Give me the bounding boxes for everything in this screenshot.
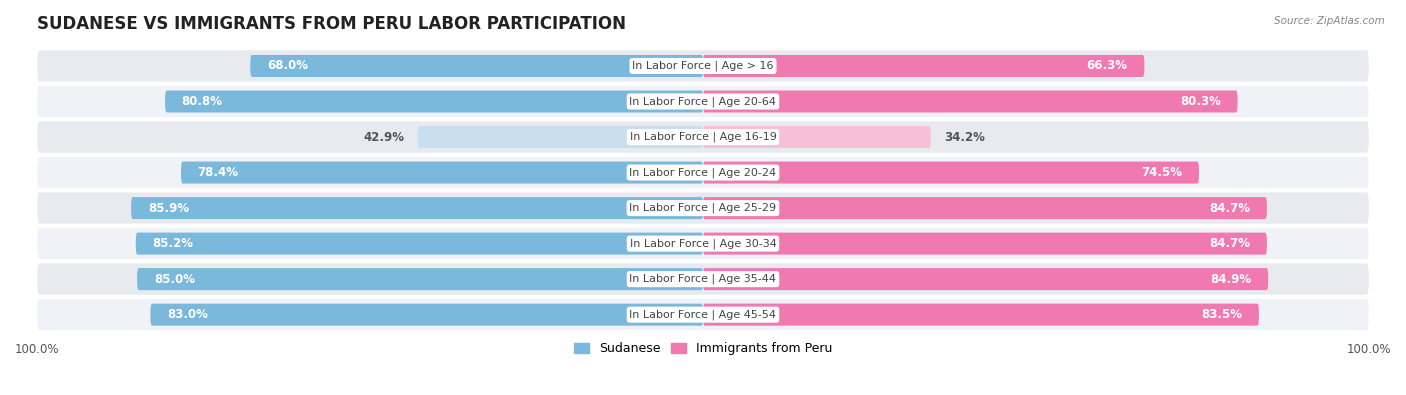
Text: In Labor Force | Age 20-24: In Labor Force | Age 20-24	[630, 167, 776, 178]
FancyBboxPatch shape	[136, 233, 703, 255]
Text: 85.9%: 85.9%	[148, 201, 188, 214]
FancyBboxPatch shape	[37, 192, 1369, 224]
Text: 85.0%: 85.0%	[153, 273, 195, 286]
Text: 42.9%: 42.9%	[363, 130, 404, 143]
Text: 68.0%: 68.0%	[267, 60, 308, 72]
FancyBboxPatch shape	[37, 263, 1369, 295]
FancyBboxPatch shape	[703, 90, 1237, 113]
Text: 80.8%: 80.8%	[181, 95, 222, 108]
FancyBboxPatch shape	[181, 162, 703, 184]
Text: In Labor Force | Age 25-29: In Labor Force | Age 25-29	[630, 203, 776, 213]
Text: 80.3%: 80.3%	[1180, 95, 1220, 108]
Text: 84.9%: 84.9%	[1211, 273, 1251, 286]
FancyBboxPatch shape	[37, 50, 1369, 82]
FancyBboxPatch shape	[37, 86, 1369, 117]
Text: In Labor Force | Age 35-44: In Labor Force | Age 35-44	[630, 274, 776, 284]
Text: 66.3%: 66.3%	[1087, 60, 1128, 72]
FancyBboxPatch shape	[703, 268, 1268, 290]
FancyBboxPatch shape	[418, 126, 703, 148]
FancyBboxPatch shape	[131, 197, 703, 219]
FancyBboxPatch shape	[165, 90, 703, 113]
Text: In Labor Force | Age > 16: In Labor Force | Age > 16	[633, 61, 773, 71]
Text: 74.5%: 74.5%	[1142, 166, 1182, 179]
Text: Source: ZipAtlas.com: Source: ZipAtlas.com	[1274, 16, 1385, 26]
FancyBboxPatch shape	[703, 304, 1258, 325]
FancyBboxPatch shape	[703, 233, 1267, 255]
Text: In Labor Force | Age 45-54: In Labor Force | Age 45-54	[630, 309, 776, 320]
Text: In Labor Force | Age 20-64: In Labor Force | Age 20-64	[630, 96, 776, 107]
Text: 34.2%: 34.2%	[943, 130, 984, 143]
FancyBboxPatch shape	[703, 126, 931, 148]
FancyBboxPatch shape	[37, 299, 1369, 330]
Text: 83.0%: 83.0%	[167, 308, 208, 321]
FancyBboxPatch shape	[37, 121, 1369, 152]
FancyBboxPatch shape	[138, 268, 703, 290]
Text: In Labor Force | Age 30-34: In Labor Force | Age 30-34	[630, 238, 776, 249]
FancyBboxPatch shape	[37, 157, 1369, 188]
Legend: Sudanese, Immigrants from Peru: Sudanese, Immigrants from Peru	[574, 342, 832, 355]
FancyBboxPatch shape	[703, 55, 1144, 77]
Text: 85.2%: 85.2%	[152, 237, 194, 250]
FancyBboxPatch shape	[37, 228, 1369, 259]
FancyBboxPatch shape	[150, 304, 703, 325]
Text: SUDANESE VS IMMIGRANTS FROM PERU LABOR PARTICIPATION: SUDANESE VS IMMIGRANTS FROM PERU LABOR P…	[37, 15, 626, 33]
FancyBboxPatch shape	[703, 197, 1267, 219]
Text: 83.5%: 83.5%	[1201, 308, 1243, 321]
Text: In Labor Force | Age 16-19: In Labor Force | Age 16-19	[630, 132, 776, 142]
Text: 84.7%: 84.7%	[1209, 237, 1250, 250]
FancyBboxPatch shape	[250, 55, 703, 77]
Text: 84.7%: 84.7%	[1209, 201, 1250, 214]
Text: 78.4%: 78.4%	[198, 166, 239, 179]
FancyBboxPatch shape	[703, 162, 1199, 184]
